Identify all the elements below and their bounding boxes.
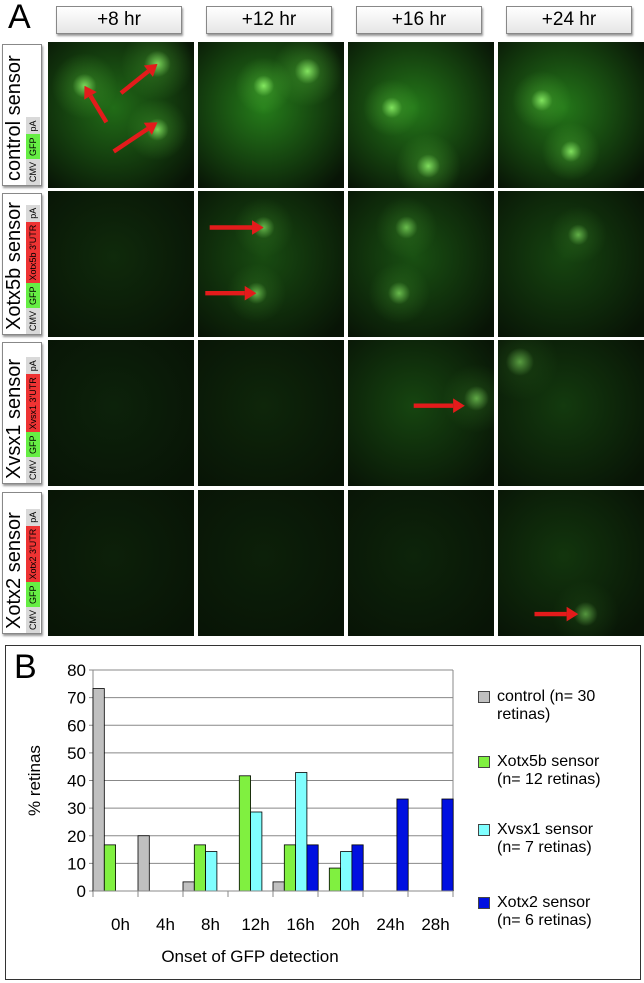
microscopy-image	[498, 490, 644, 636]
x-tick-label: 16h	[286, 915, 314, 934]
column-header-1: +12 hr	[206, 6, 332, 34]
microscopy-image	[48, 340, 194, 486]
y-tick-label: 80	[67, 661, 86, 680]
microscopy-image	[348, 42, 494, 188]
legend-swatch	[478, 897, 490, 909]
bar-3-24h	[396, 798, 409, 892]
y-tick-label: 60	[67, 716, 86, 735]
y-tick-label: 40	[67, 772, 86, 791]
bar-3-16h	[306, 844, 319, 892]
microscopy-image	[348, 340, 494, 486]
microscopy-image	[198, 42, 344, 188]
microscopy-image	[348, 191, 494, 337]
y-tick-label: 50	[67, 744, 86, 763]
legend-item: control (n= 30 retinas)	[478, 688, 595, 724]
bar-3-28h	[441, 798, 454, 892]
row-label-xotx2: Xotx2 sensor CMV GFP Xotx2 3'UTR pA	[2, 492, 42, 634]
legend-item: Xotx5b sensor (n= 12 retinas)	[478, 753, 601, 789]
y-tick-label: 20	[67, 827, 86, 846]
bar-0-16h	[272, 881, 285, 892]
legend-item: Xotx2 sensor (n= 6 retinas)	[478, 894, 592, 930]
x-tick-label: 28h	[421, 915, 449, 934]
x-tick-label: 4h	[156, 915, 175, 934]
red-arrow-icon	[112, 122, 158, 154]
microscopy-image	[198, 340, 344, 486]
bar-2-12h	[250, 811, 263, 892]
column-header-3: +24 hr	[506, 6, 632, 34]
red-arrow-icon	[205, 285, 257, 301]
bar-1-8h	[193, 844, 207, 892]
microscopy-image	[198, 490, 344, 636]
legend-label: Xvsx1 sensor	[497, 821, 594, 838]
panel-a-label: A	[8, 0, 31, 36]
y-tick-label: 70	[67, 689, 86, 708]
bar-1-16h	[283, 844, 296, 892]
legend-label: control (n= 30	[497, 688, 596, 705]
bar-2-8h	[205, 851, 218, 892]
legend-swatch	[478, 756, 490, 768]
bar-3-20h	[351, 844, 364, 892]
x-tick-label: 8h	[201, 915, 220, 934]
bar-2-16h	[295, 772, 308, 892]
y-tick-label: 0	[77, 882, 86, 901]
red-arrow-icon	[84, 85, 109, 124]
column-header-0: +8 hr	[56, 6, 182, 34]
x-axis-label: Onset of GFP detection	[161, 947, 338, 966]
panel-b-label: B	[14, 648, 37, 686]
panel-b-chart-box	[5, 645, 641, 980]
microscopy-image	[498, 42, 644, 188]
y-axis-label: % retinas	[25, 745, 44, 816]
bar-1-0h	[103, 844, 117, 892]
microscopy-image	[48, 191, 194, 337]
red-arrow-icon	[119, 63, 158, 95]
legend-label: Xotx5b sensor	[497, 753, 600, 770]
x-tick-label: 20h	[331, 915, 359, 934]
legend-label: (n= 7 retinas)	[497, 839, 592, 856]
microscopy-image	[498, 340, 644, 486]
bar-1-12h	[238, 775, 252, 892]
legend-swatch	[478, 824, 490, 836]
microscopy-image	[48, 42, 194, 188]
red-arrow-icon	[534, 606, 579, 622]
bar-0-8h	[182, 881, 195, 892]
bar-0-4h	[137, 835, 150, 892]
legend-item: Xvsx1 sensor (n= 7 retinas)	[478, 821, 593, 857]
legend-label: (n= 12 retinas)	[497, 771, 601, 788]
x-tick-label: 12h	[241, 915, 269, 934]
microscopy-image	[198, 191, 344, 337]
microscopy-image	[48, 490, 194, 636]
legend-label: (n= 6 retinas)	[497, 912, 592, 929]
microscopy-image	[348, 490, 494, 636]
red-arrow-icon	[413, 398, 465, 413]
microscopy-image	[498, 191, 644, 337]
legend-swatch	[478, 691, 490, 703]
legend-label: Xotx2 sensor	[497, 894, 591, 911]
legend-label: retinas)	[497, 706, 551, 723]
x-tick-label: 0h	[111, 915, 130, 934]
row-label-xvsx1: Xvsx1 sensor CMV GFP Xvsx1 3'UTR pA	[2, 342, 42, 484]
y-tick-label: 10	[67, 854, 86, 873]
column-header-2: +16 hr	[356, 6, 482, 34]
bar-1-20h	[328, 867, 341, 892]
row-label-xotx5b: Xotx5b sensor CMV GFP Xotx5b 3'UTR pA	[2, 193, 42, 335]
bar-0-0h	[92, 688, 105, 892]
row-label-control: control sensor CMV GFP pA	[2, 44, 42, 186]
y-tick-label: 30	[67, 799, 86, 818]
bar-2-20h	[340, 851, 353, 892]
red-arrow-icon	[209, 220, 264, 235]
x-tick-label: 24h	[376, 915, 404, 934]
